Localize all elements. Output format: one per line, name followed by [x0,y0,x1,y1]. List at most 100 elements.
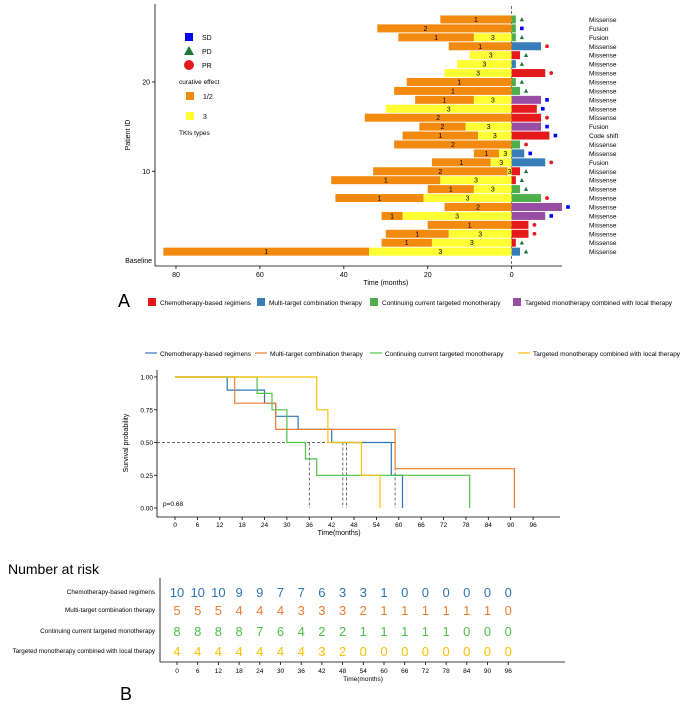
risk-count: 8 [235,624,242,639]
post-progression-bar [511,167,521,176]
panel-label-b: B [120,684,132,704]
mutation-label: Missense [589,240,617,247]
tki-segment-bar [473,24,512,33]
mutation-label: Fusion [589,124,609,131]
risk-count: 10 [190,585,204,600]
post-progression-bar [511,104,537,113]
mutation-label: Missense [589,169,617,176]
tki-segment-label: 3 [474,178,478,185]
legend-pd-triangle [184,46,194,55]
risk-count: 4 [277,603,284,618]
tki-segment-bar [163,247,369,256]
risk-count: 4 [194,644,201,659]
tki-segment-bar [368,247,512,256]
risk-count: 0 [422,644,429,659]
tki-segment-label: 3 [503,151,507,158]
therapy-legend-label: Targeted monotherapy combined with local… [525,300,673,307]
tki-segment-label: 2 [436,115,440,122]
risk-count: 5 [194,603,201,618]
mutation-label: Fusion [589,160,609,167]
risk-x-tick-label: 12 [215,668,223,675]
legend-tki-title: TKIs types [179,130,210,137]
x-tick-label: 20 [424,272,432,279]
tki-segment-bar [385,229,449,238]
risk-count: 1 [380,603,387,618]
mutation-label: Missense [589,44,617,51]
tki-segment-bar [473,33,512,42]
km-x-tick-label: 48 [350,522,358,529]
swimmer-plot: 80 60 40 20 0 Time (months) 10 20 Patient ID Base… [125,4,618,287]
mutation-label: Missense [589,178,617,185]
post-progression-bar [511,24,516,33]
tki-segment-label: 3 [482,62,486,69]
tki-segment-bar [431,158,491,167]
tki-segment-label: 1 [434,35,438,42]
km-y-tick-label: 0.50 [140,440,153,447]
number-at-risk-table: Number at risk Chemotherapy-based regimen… [8,561,565,683]
mutation-label: Missense [589,196,617,203]
tki-segment-label: 3 [491,187,495,194]
mutation-label: Missense [589,79,617,86]
pr-marker [532,231,537,236]
risk-count: 1 [360,624,367,639]
km-curve [175,376,516,508]
mutation-label: Missense [589,151,617,158]
km-legend-label: Chemotherapy-based regimens [160,351,252,358]
risk-x-tick-label: 78 [442,668,450,675]
tki-segment-bar [377,24,474,33]
risk-count: 4 [277,644,284,659]
pr-marker [545,44,549,49]
tki-segment-bar [431,238,512,247]
km-curve [175,376,404,508]
risk-count: 0 [484,585,491,600]
sd-marker [549,214,554,218]
risk-count: 3 [318,644,325,659]
pd-marker [519,240,525,245]
risk-count: 4 [235,644,242,659]
risk-count: 0 [380,644,387,659]
risk-count: 4 [235,603,242,618]
risk-count: 7 [298,585,305,600]
tki-segment-label: 3 [476,71,480,78]
risk-count: 3 [360,585,367,600]
risk-x-tick-label: 30 [277,668,285,675]
risk-x-axis-title: Time(months) [343,676,383,683]
tki-segment-bar [402,131,479,140]
risk-row-label: Multi-target combination therapy [65,607,156,614]
risk-count: 6 [277,624,284,639]
tki-segment-bar [419,122,466,131]
risk-count: 0 [463,585,470,600]
tki-segment-bar [473,185,512,194]
km-x-tick-label: 66 [418,522,426,529]
risk-count: 1 [463,603,470,618]
risk-count: 8 [215,624,222,639]
km-pvalue: p=0.68 [163,501,183,508]
pd-marker [519,61,525,66]
risk-x-tick-label: 48 [339,668,347,675]
x-tick-label: 80 [172,272,180,279]
pr-marker [545,196,549,200]
tki-segment-bar [440,15,512,24]
post-progression-bar [511,176,516,185]
legend-symbol-label: PD [202,49,212,56]
km-x-tick-label: 30 [283,522,291,529]
risk-count: 1 [422,603,429,618]
mutation-label: Missense [589,142,617,149]
tki-segment-label: 1 [438,133,442,140]
km-curve [175,376,381,508]
tki-segment-bar [381,211,403,220]
risk-count: 2 [318,624,325,639]
tki-segment-label: 1 [474,17,478,24]
risk-count: 1 [422,624,429,639]
pd-marker [519,17,525,22]
tki-segment-bar [398,33,474,42]
therapy-legend-swatch [370,298,378,306]
risk-count: 0 [442,585,449,600]
baseline-label: Baseline [125,258,152,265]
risk-count: 3 [339,585,346,600]
km-x-tick-label: 6 [196,522,200,529]
pd-marker [523,52,529,57]
legend-tki-swatch-orange [186,92,194,100]
tki-segment-label: 2 [424,26,428,33]
